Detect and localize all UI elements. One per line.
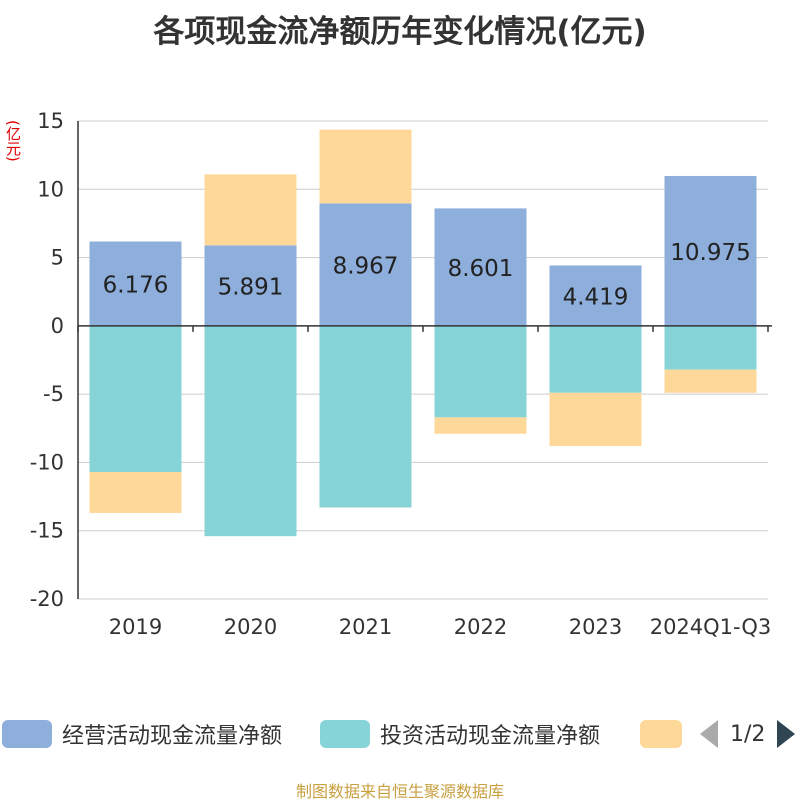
x-tick-label: 2023 bbox=[569, 615, 622, 639]
bar-series1-2 bbox=[319, 325, 412, 508]
next-page-icon[interactable] bbox=[777, 720, 796, 748]
bar-series0-0 bbox=[89, 241, 182, 326]
bar-series1-0 bbox=[89, 325, 182, 472]
bar-series2-0 bbox=[89, 471, 182, 513]
data-label: 8.601 bbox=[448, 256, 514, 282]
bar-series0-4 bbox=[549, 265, 642, 326]
legend-item-investing[interactable]: 投资活动现金流量净额 bbox=[320, 716, 600, 752]
legend-item-third[interactable] bbox=[640, 716, 682, 752]
chart-title: 各项现金流净额历年变化情况(亿元) bbox=[153, 14, 647, 50]
stacked-bar-chart: 15 10 5 0 -5 -10 -15 -20 6.176 5.891 8.967 8.601 4.4… bbox=[30, 109, 772, 639]
legend-pager: 1/2 bbox=[700, 716, 796, 752]
legend-page-indicator: 1/2 bbox=[730, 721, 766, 747]
bar-series1-1 bbox=[204, 325, 297, 537]
y-tick-label: 0 bbox=[51, 314, 64, 338]
bar-series1-5 bbox=[664, 325, 757, 370]
y-tick-label: -15 bbox=[30, 519, 64, 543]
legend: 经营活动现金流量净额 投资活动现金流量净额 1/2 bbox=[0, 716, 800, 752]
source-footer: 制图数据来自恒生聚源数据库 bbox=[295, 782, 504, 801]
bar-series0-2 bbox=[319, 203, 412, 326]
x-tick-label: 2020 bbox=[224, 615, 277, 639]
bar-series0-1 bbox=[204, 245, 297, 326]
y-tick-label: -5 bbox=[43, 382, 64, 406]
bar-series0-3 bbox=[434, 208, 527, 326]
y-axis-unit-label: (亿元) bbox=[4, 120, 22, 162]
legend-swatch-investing bbox=[320, 720, 370, 748]
legend-label-operating: 经营活动现金流量净额 bbox=[62, 724, 283, 749]
bar-series2-5 bbox=[664, 369, 757, 393]
x-tick-label: 2019 bbox=[109, 615, 162, 639]
data-label: 5.891 bbox=[218, 275, 284, 301]
y-tick-label: -10 bbox=[30, 450, 64, 474]
bar-series1-4 bbox=[549, 325, 642, 393]
data-label: 10.975 bbox=[670, 240, 750, 266]
bar-series0-5 bbox=[664, 175, 757, 326]
bar-series2-2 bbox=[319, 129, 412, 204]
x-tick-label: 2024Q1-Q3 bbox=[650, 615, 772, 639]
x-tick-label: 2021 bbox=[339, 615, 392, 639]
data-label: 6.176 bbox=[103, 273, 169, 299]
bar-series2-1 bbox=[204, 174, 297, 246]
prev-page-icon[interactable] bbox=[700, 720, 718, 748]
x-tick-label: 2022 bbox=[454, 615, 507, 639]
y-tick-label: 10 bbox=[37, 177, 64, 201]
legend-item-operating[interactable]: 经营活动现金流量净额 bbox=[2, 716, 282, 752]
legend-label-investing: 投资活动现金流量净额 bbox=[380, 724, 601, 749]
y-tick-label: 5 bbox=[51, 246, 64, 270]
legend-swatch-operating bbox=[2, 720, 52, 748]
bar-series2-3 bbox=[434, 417, 527, 434]
data-label: 8.967 bbox=[333, 254, 399, 280]
legend-swatch-third bbox=[640, 720, 682, 748]
data-label: 4.419 bbox=[563, 285, 629, 311]
bar-series2-4 bbox=[549, 392, 642, 447]
bar-series1-3 bbox=[434, 325, 527, 418]
y-tick-label: -20 bbox=[30, 587, 64, 611]
y-tick-label: 15 bbox=[37, 109, 64, 133]
